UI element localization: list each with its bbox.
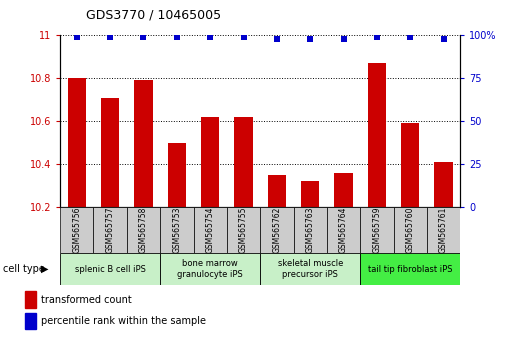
Point	[106, 34, 115, 40]
Bar	[334, 173, 353, 207]
Point	[272, 36, 281, 42]
Text: GSM565754: GSM565754	[206, 207, 214, 253]
Bar	[60, 253, 160, 285]
Point	[206, 34, 214, 40]
Text: skeletal muscle
precursor iPS: skeletal muscle precursor iPS	[278, 259, 343, 279]
Text: GSM565760: GSM565760	[406, 207, 415, 253]
Bar	[327, 207, 360, 253]
Bar	[260, 253, 360, 285]
Bar	[134, 80, 153, 207]
Text: GSM565758: GSM565758	[139, 207, 148, 253]
Point	[339, 36, 348, 42]
Bar	[368, 63, 386, 207]
Text: splenic B cell iPS: splenic B cell iPS	[75, 264, 145, 274]
Text: transformed count: transformed count	[41, 295, 132, 305]
Text: tail tip fibroblast iPS: tail tip fibroblast iPS	[368, 264, 452, 274]
Point	[173, 34, 181, 40]
Bar	[94, 207, 127, 253]
Bar	[360, 253, 460, 285]
Bar	[268, 175, 286, 207]
Bar	[427, 207, 460, 253]
Text: percentile rank within the sample: percentile rank within the sample	[41, 316, 206, 326]
Text: bone marrow
granulocyte iPS: bone marrow granulocyte iPS	[177, 259, 243, 279]
Point	[406, 34, 414, 40]
Text: GDS3770 / 10465005: GDS3770 / 10465005	[86, 8, 221, 21]
Bar	[201, 117, 219, 207]
Bar	[194, 207, 227, 253]
Text: ▶: ▶	[41, 264, 49, 274]
Bar	[401, 124, 419, 207]
Point	[73, 34, 81, 40]
Bar	[127, 207, 160, 253]
Text: GSM565763: GSM565763	[306, 207, 315, 253]
Text: GSM565756: GSM565756	[72, 207, 81, 253]
Bar	[25, 291, 36, 308]
Text: GSM565764: GSM565764	[339, 207, 348, 253]
Bar	[435, 162, 453, 207]
Bar	[260, 207, 293, 253]
Bar	[360, 207, 393, 253]
Point	[240, 34, 248, 40]
Bar	[160, 207, 194, 253]
Point	[439, 36, 448, 42]
Bar	[25, 313, 36, 329]
Bar	[67, 78, 86, 207]
Point	[139, 34, 147, 40]
Point	[373, 34, 381, 40]
Bar	[101, 98, 119, 207]
Text: GSM565759: GSM565759	[372, 207, 381, 253]
Bar	[394, 207, 427, 253]
Text: GSM565761: GSM565761	[439, 207, 448, 253]
Bar	[293, 207, 327, 253]
Bar	[160, 253, 260, 285]
Bar	[227, 207, 260, 253]
Text: GSM565753: GSM565753	[173, 207, 181, 253]
Bar	[301, 181, 320, 207]
Text: GSM565755: GSM565755	[239, 207, 248, 253]
Text: cell type: cell type	[3, 264, 44, 274]
Point	[306, 36, 314, 42]
Bar	[234, 117, 253, 207]
Text: GSM565757: GSM565757	[106, 207, 115, 253]
Text: GSM565762: GSM565762	[272, 207, 281, 253]
Bar	[60, 207, 94, 253]
Bar	[168, 143, 186, 207]
